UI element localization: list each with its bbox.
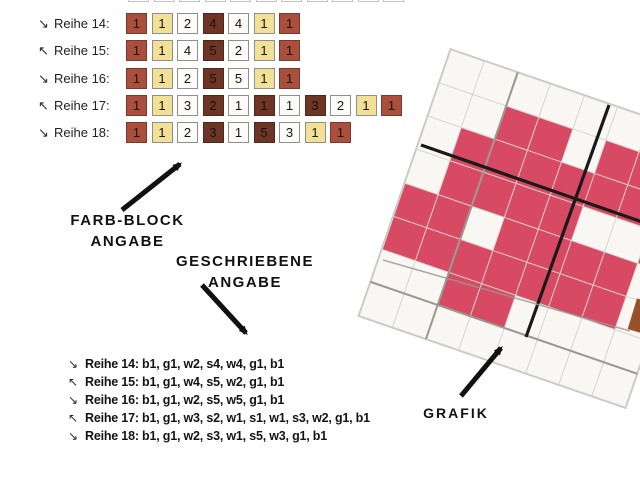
row-label: Reihe 18:: [54, 125, 110, 140]
clipped-block-row: [128, 0, 409, 2]
color-block-yellow: 1: [151, 122, 173, 143]
grafik-label: GRAFIK: [423, 405, 489, 421]
block-row: ↖ Reihe 17: 1 1 3 2 1 1 1 3 2 1 1: [38, 94, 407, 116]
block-row: ↘ Reihe 16: 1 1 2 5 5 1 1: [38, 67, 305, 89]
color-block-brown: 5: [253, 122, 275, 143]
written-row: ↘ Reihe 14: b1, g1, w2, s4, w4, g1, b1: [68, 355, 284, 372]
color-block-red: 1: [330, 122, 351, 143]
row-label: Reihe 17:: [54, 97, 110, 113]
color-block-red: 1: [381, 94, 402, 116]
row-direction-se-icon: ↘: [38, 125, 49, 140]
color-block-brown: 5: [202, 67, 224, 89]
row-direction-se-icon: ↘: [68, 429, 79, 444]
color-block-brown: 3: [304, 94, 326, 116]
color-block-yellow: 1: [151, 13, 173, 34]
color-block-brown: 4: [202, 13, 224, 34]
geschriebene-label: GESCHRIEBENE ANGABE: [170, 251, 320, 293]
block-row: ↖ Reihe 15: 1 1 4 5 2 1 1: [38, 40, 305, 62]
color-block-white: 3: [177, 94, 198, 116]
color-block-white: 5: [228, 67, 249, 89]
color-block-yellow: 1: [304, 122, 326, 143]
written-row: ↘ Reihe 16: b1, g1, w2, s5, w5, g1, b1: [68, 391, 284, 408]
clipped-block: [332, 0, 353, 2]
color-block-red: 1: [279, 13, 300, 34]
color-block-yellow: 1: [151, 40, 173, 62]
geschriebene-label-line1: GESCHRIEBENE: [175, 253, 315, 270]
clipped-block: [153, 0, 175, 2]
geschriebene-label-line2: ANGABE: [207, 274, 282, 291]
color-block-yellow: 1: [253, 13, 275, 34]
farb-block-label: FARB-BLOCK ANGABE: [55, 210, 200, 252]
color-block-brown: 5: [202, 40, 224, 62]
row-direction-se-icon: ↘: [38, 70, 49, 86]
clipped-block: [306, 0, 328, 2]
row-direction-nw-icon: ↖: [68, 374, 79, 389]
color-block-brown: 2: [202, 94, 224, 116]
color-block-yellow: 1: [355, 94, 377, 116]
written-row: ↘ Reihe 18: b1, g1, w2, s3, w1, s5, w3, g…: [68, 428, 327, 445]
color-block-white: 4: [228, 13, 249, 34]
written-row-text: Reihe 17: b1, g1, w3, s2, w1, s1, w1, s3…: [85, 411, 370, 426]
color-block-red: 1: [126, 67, 147, 89]
row-direction-se-icon: ↘: [68, 356, 79, 371]
block-row: ↘ Reihe 18: 1 1 2 3 1 5 3 1 1: [38, 122, 356, 143]
color-block-white: 2: [177, 13, 198, 34]
written-row-text: Reihe 16: b1, g1, w2, s5, w5, g1, b1: [85, 392, 285, 407]
color-block-red: 1: [126, 13, 147, 34]
row-label: Reihe 15:: [54, 43, 110, 59]
color-block-white: 1: [279, 94, 300, 116]
color-block-red: 1: [279, 40, 300, 62]
clipped-block: [357, 0, 379, 2]
written-row-text: Reihe 14: b1, g1, w2, s4, w4, g1, b1: [85, 356, 285, 371]
row-direction-nw-icon: ↖: [68, 411, 79, 426]
clipped-block: [255, 0, 277, 2]
color-block-brown: 3: [202, 122, 224, 143]
farb-block-label-line2: ANGABE: [90, 233, 165, 250]
color-block-white: 2: [177, 67, 198, 89]
row-label: Reihe 16:: [54, 70, 110, 86]
color-block-red: 1: [279, 67, 300, 89]
written-row-text: Reihe 15: b1, g1, w4, s5, w2, g1, b1: [85, 374, 285, 389]
color-block-white: 2: [330, 94, 351, 116]
color-block-red: 1: [126, 122, 147, 143]
written-row: ↖ Reihe 17: b1, g1, w3, s2, w1, s1, w1, s…: [68, 410, 370, 427]
clipped-block: [128, 0, 149, 2]
color-block-white: 2: [177, 122, 198, 143]
row-direction-se-icon: ↘: [38, 16, 49, 31]
row-label: Reihe 14:: [54, 16, 110, 31]
color-block-red: 1: [126, 94, 147, 116]
row-direction-se-icon: ↘: [68, 392, 79, 407]
clipped-block: [204, 0, 226, 2]
color-block-brown: 1: [253, 94, 275, 116]
color-block-white: 4: [177, 40, 198, 62]
block-row: ↘ Reihe 14: 1 1 2 4 4 1 1: [38, 13, 305, 34]
color-block-white: 2: [228, 40, 249, 62]
color-block-red: 1: [126, 40, 147, 62]
color-block-yellow: 1: [253, 67, 275, 89]
color-block-yellow: 1: [151, 94, 173, 116]
clipped-block: [230, 0, 251, 2]
farb-block-arrow: [120, 162, 182, 212]
color-block-yellow: 1: [151, 67, 173, 89]
color-block-white: 3: [279, 122, 300, 143]
written-row-text: Reihe 18: b1, g1, w2, s3, w1, s5, w3, g1…: [85, 429, 327, 444]
clipped-block: [383, 0, 404, 2]
clipped-block: [179, 0, 200, 2]
row-direction-nw-icon: ↖: [38, 97, 49, 113]
clipped-block: [281, 0, 302, 2]
row-direction-nw-icon: ↖: [38, 43, 49, 59]
color-block-white: 1: [228, 122, 249, 143]
color-block-yellow: 1: [253, 40, 275, 62]
written-row: ↖ Reihe 15: b1, g1, w4, s5, w2, g1, b1: [68, 373, 284, 390]
color-block-white: 1: [228, 94, 249, 116]
farb-block-label-line1: FARB-BLOCK: [70, 212, 185, 229]
